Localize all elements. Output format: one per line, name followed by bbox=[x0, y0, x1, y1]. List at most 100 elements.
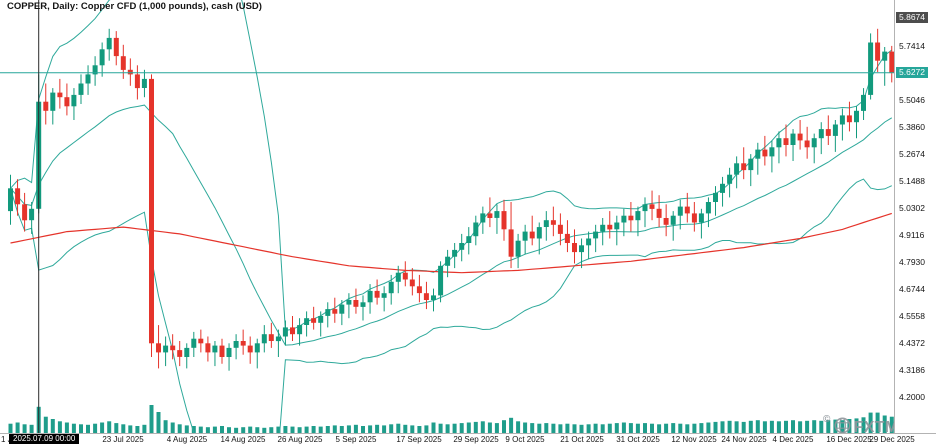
candle-body bbox=[550, 220, 556, 225]
time-axis-label: 21 Oct 2025 bbox=[560, 435, 604, 444]
red-moving-average-line bbox=[10, 212, 892, 274]
candle-body bbox=[586, 238, 592, 246]
candle-body bbox=[226, 347, 232, 357]
volume-bar bbox=[480, 421, 485, 433]
volume-bar bbox=[128, 425, 133, 433]
candle-body bbox=[402, 272, 408, 280]
price-axis-label: 4.4372 bbox=[899, 338, 925, 348]
volume-bar bbox=[798, 421, 803, 433]
price-axis[interactable]: 5.8674 5.7414 5.6272 5.5046 5.3860 5.2674 5.14… bbox=[894, 0, 936, 433]
volume-bar bbox=[403, 424, 408, 433]
candle-body bbox=[501, 211, 507, 230]
price-axis-label: 5.5046 bbox=[899, 95, 925, 105]
volume-bar bbox=[438, 423, 443, 433]
candle-body bbox=[649, 204, 655, 209]
time-axis-label: 4 Aug 2025 bbox=[166, 435, 208, 444]
candle-body bbox=[163, 345, 169, 353]
candle-body bbox=[727, 174, 733, 184]
volume-bar bbox=[769, 420, 774, 434]
volume-bar bbox=[57, 421, 62, 433]
candle-body bbox=[769, 147, 775, 157]
time-axis-label: 5 Sep 2025 bbox=[335, 435, 377, 444]
volume-bar bbox=[650, 423, 654, 433]
candle-body bbox=[762, 149, 768, 157]
candle-body bbox=[325, 309, 331, 316]
volume-bar bbox=[205, 427, 210, 433]
volume-bar bbox=[861, 417, 866, 434]
volume-bar bbox=[198, 426, 203, 433]
volume-bar bbox=[593, 423, 598, 433]
volume-bar bbox=[628, 423, 633, 433]
volume-bar bbox=[255, 427, 260, 433]
volume-bar bbox=[191, 426, 196, 433]
volume-bar bbox=[382, 425, 387, 433]
volume-bar bbox=[107, 421, 112, 433]
price-axis-label: 4.2000 bbox=[899, 392, 925, 402]
volume-bar bbox=[346, 425, 351, 433]
volume-bar bbox=[685, 424, 690, 434]
volume-bar bbox=[339, 426, 344, 433]
volume-bar bbox=[332, 425, 337, 433]
candle-body bbox=[275, 336, 281, 342]
candle-body bbox=[783, 138, 789, 145]
time-axis-label: 14 Aug 2025 bbox=[220, 435, 266, 444]
candle-body bbox=[367, 290, 373, 303]
candle-body bbox=[755, 149, 761, 159]
candle-body bbox=[621, 215, 627, 223]
volume-bar bbox=[854, 418, 859, 433]
candle-body bbox=[607, 224, 613, 230]
time-axis[interactable]: 1 J 2025.07.09 00:00 23 Jul 2025 4 Aug 20… bbox=[0, 433, 936, 445]
volume-bar bbox=[8, 423, 13, 433]
candle-body bbox=[804, 140, 810, 148]
volume-bar bbox=[805, 420, 810, 434]
price-axis-label: 5.7414 bbox=[899, 41, 925, 51]
volume-bar bbox=[361, 426, 365, 433]
candle-body bbox=[691, 213, 697, 223]
candle-body bbox=[663, 218, 669, 225]
candle-body bbox=[825, 129, 831, 136]
candle-body bbox=[381, 293, 387, 298]
candle-body bbox=[614, 222, 620, 230]
candle-body bbox=[839, 115, 845, 125]
candle-body bbox=[247, 345, 253, 353]
candle-body bbox=[445, 256, 451, 266]
candle-body bbox=[713, 192, 718, 202]
candle-body bbox=[233, 341, 239, 348]
candle-body bbox=[515, 240, 521, 257]
candle-body bbox=[268, 334, 274, 341]
candle-body bbox=[395, 272, 401, 282]
candle-body bbox=[64, 97, 70, 107]
candle-body bbox=[353, 300, 359, 307]
candle-body bbox=[677, 206, 683, 216]
candle-body bbox=[409, 279, 415, 287]
volume-bar bbox=[762, 421, 767, 433]
volume-bar bbox=[431, 422, 436, 433]
candle-body bbox=[861, 94, 866, 111]
candle-body bbox=[818, 129, 824, 139]
volume-bar bbox=[248, 426, 253, 433]
candle-body bbox=[875, 42, 881, 61]
candle-body bbox=[438, 265, 444, 296]
time-axis-label: 31 Oct 2025 bbox=[616, 435, 660, 444]
volume-bar bbox=[586, 424, 591, 434]
volume-bar bbox=[544, 423, 549, 433]
candle-body bbox=[43, 101, 49, 111]
copyright-symbol: © bbox=[822, 414, 831, 425]
price-axis-label: 5.1488 bbox=[899, 176, 925, 186]
volume-bar bbox=[558, 424, 563, 434]
price-axis-label: 4.9116 bbox=[899, 230, 925, 240]
current-price-label: 5.6272 bbox=[896, 67, 928, 78]
volume-bar bbox=[410, 425, 415, 433]
volume-bar bbox=[135, 426, 140, 433]
candle-body bbox=[797, 133, 803, 141]
volume-bar bbox=[318, 426, 323, 433]
volume-bar bbox=[551, 423, 556, 433]
volume-bar bbox=[516, 421, 521, 433]
volume-bar bbox=[826, 420, 831, 433]
candle-body bbox=[297, 325, 303, 335]
candle-body bbox=[311, 318, 317, 323]
bollinger-middle-band bbox=[10, 104, 893, 346]
price-axis-label: 5.0302 bbox=[899, 203, 925, 213]
candle-body bbox=[854, 110, 859, 123]
